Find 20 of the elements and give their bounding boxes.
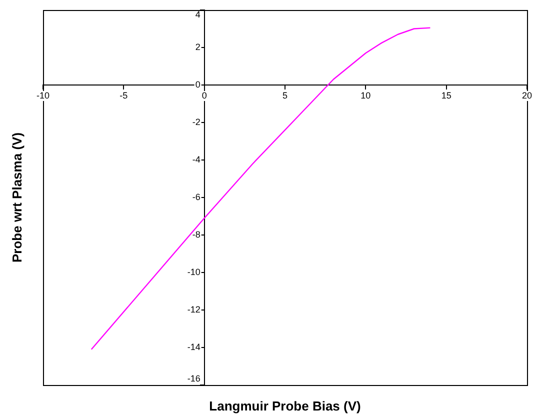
y-tick-label: -8: [192, 229, 200, 240]
y-tick-label: -12: [187, 304, 200, 314]
x-tick-label: -5: [120, 90, 128, 100]
x-tick-label: 5: [282, 90, 288, 100]
y-axis-title: Probe wrt Plasma (V): [10, 132, 25, 263]
y-tick-label: -4: [192, 154, 200, 164]
x-tick-label: -10: [36, 90, 50, 100]
y-tick-label: -6: [192, 192, 200, 202]
x-tick-label: 15: [441, 90, 452, 100]
y-tick-label: -16: [187, 373, 200, 384]
y-tick-label: -14: [187, 342, 200, 352]
y-tick-label: 4: [195, 9, 200, 20]
y-tick-label: -10: [187, 266, 200, 277]
x-tick-label: 20: [522, 90, 532, 100]
x-axis-title: Langmuir Probe Bias (V): [209, 398, 361, 414]
y-tick-label: 0: [195, 79, 200, 90]
y-tick-label: -2: [192, 116, 200, 127]
x-tick-label: 0: [202, 90, 207, 100]
y-tick-label: 2: [195, 42, 200, 52]
x-tick-label: 10: [360, 90, 371, 100]
